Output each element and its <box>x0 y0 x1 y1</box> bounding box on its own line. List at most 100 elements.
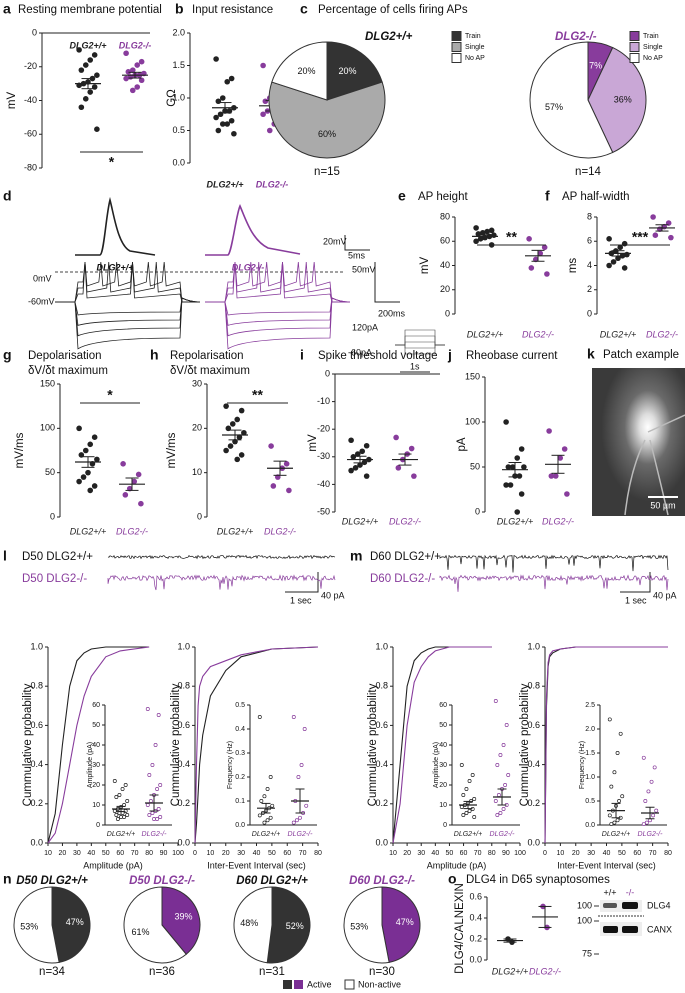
data-point <box>94 456 100 463</box>
y-tick-label: -60 <box>24 129 37 139</box>
pie-slice <box>233 886 273 964</box>
y-tick-label: 30 <box>439 762 447 769</box>
trace-label: D50 DLG2+/+ <box>22 551 93 563</box>
data-point <box>504 723 509 727</box>
data-point <box>91 52 98 58</box>
significance-label: * <box>109 154 115 170</box>
data-point <box>147 813 152 817</box>
y-tick-label: 4 <box>587 260 592 270</box>
data-point <box>304 803 309 808</box>
band-label: CANX <box>647 924 672 934</box>
category-label: DLG2-/- <box>256 179 289 189</box>
data-point <box>257 813 262 818</box>
data-point <box>78 104 85 111</box>
data-point <box>76 425 82 432</box>
y-tick-label: 0.6 <box>177 720 190 730</box>
data-point <box>464 811 469 815</box>
category-label: DLG2+/+ <box>492 966 529 976</box>
y-tick-label: 0.8 <box>375 681 388 691</box>
x-tick-label: 10 <box>44 850 52 857</box>
data-point <box>158 783 163 787</box>
y-tick-label: 1.0 <box>375 641 388 651</box>
n-label: n=34 <box>39 966 66 978</box>
data-point <box>286 487 292 494</box>
data-point <box>158 815 163 819</box>
pie-slice <box>123 886 187 964</box>
scale-bar <box>374 262 400 303</box>
pie-slice <box>266 886 311 964</box>
trace <box>55 297 201 350</box>
y-tick-label: 0.0 <box>30 837 43 847</box>
data-point <box>87 487 94 494</box>
y-tick-label: 60 <box>440 236 450 246</box>
data-point <box>348 437 354 444</box>
y-tick-label: 0.2 <box>375 798 388 808</box>
scale-label: 5ms <box>348 250 366 260</box>
data-point <box>503 419 509 425</box>
lane-label: +/+ <box>603 887 616 897</box>
y-tick-label: -80 <box>24 162 37 172</box>
legend-label: No AP <box>643 55 663 62</box>
data-point <box>270 483 277 489</box>
data-point <box>291 820 296 825</box>
data-point <box>643 799 648 803</box>
y-axis-label: ms <box>567 258 579 274</box>
data-point <box>488 227 495 234</box>
panel-letter: e <box>398 188 406 204</box>
data-point <box>609 784 614 789</box>
pie-slice <box>343 886 390 964</box>
significance-label: ** <box>252 387 263 403</box>
data-point <box>265 787 270 791</box>
category-label: DLG2-/- <box>646 329 678 339</box>
y-tick-label: 50 <box>45 467 55 477</box>
data-point <box>467 809 472 813</box>
panel-letter: h <box>150 347 159 363</box>
scale-bar <box>344 235 370 251</box>
data-point <box>87 89 94 95</box>
data-point <box>125 813 130 817</box>
cdf-line <box>544 646 668 844</box>
y-tick-label: 0.8 <box>30 681 43 691</box>
category-label: DLG2-/- <box>389 516 421 526</box>
x-tick-label: 50 <box>446 850 454 857</box>
pie-slice <box>381 886 421 963</box>
y-tick-label: 10 <box>92 802 100 809</box>
trace <box>55 261 200 303</box>
y-tick-label: 0 <box>197 511 202 521</box>
x-tick-label: 0 <box>543 850 547 857</box>
data-point <box>606 236 612 242</box>
chart-title: Depolarisation <box>28 350 102 362</box>
data-point <box>541 244 548 251</box>
panel-letter: o <box>448 871 457 887</box>
panel-letter: l <box>3 548 7 564</box>
x-tick-label: 10 <box>556 850 564 857</box>
data-point <box>266 127 273 134</box>
y-tick-label: 0.0 <box>177 837 190 847</box>
y-tick-label: 0.4 <box>375 759 388 769</box>
y-axis-label: mV <box>6 92 18 110</box>
data-point <box>80 474 87 480</box>
x-tick-label: 0 <box>193 850 197 857</box>
y-tick-label: 0.5 <box>585 798 595 805</box>
x-tick-label: 10 <box>206 850 214 857</box>
category-label: DLG2+/+ <box>454 831 482 838</box>
protocol <box>395 344 445 355</box>
data-point <box>561 446 568 452</box>
data-point <box>112 809 117 813</box>
marker-label: 100 <box>577 900 592 910</box>
data-point <box>518 446 525 452</box>
scale-label: 50mV <box>352 264 376 274</box>
trace-label: D60 DLG2-/- <box>370 573 435 585</box>
data-point <box>150 811 155 815</box>
legend-swatch <box>344 979 355 990</box>
scale-label: 40 pA <box>321 590 345 600</box>
x-axis-label: Amplitude (pA) <box>83 860 143 870</box>
data-point <box>649 779 654 784</box>
current-trace <box>107 554 336 560</box>
data-point <box>219 121 226 127</box>
voltage-label: -60mV <box>28 296 55 306</box>
trace <box>205 297 351 350</box>
blot-band <box>603 926 618 933</box>
category-label: DLG2-/- <box>529 966 561 976</box>
